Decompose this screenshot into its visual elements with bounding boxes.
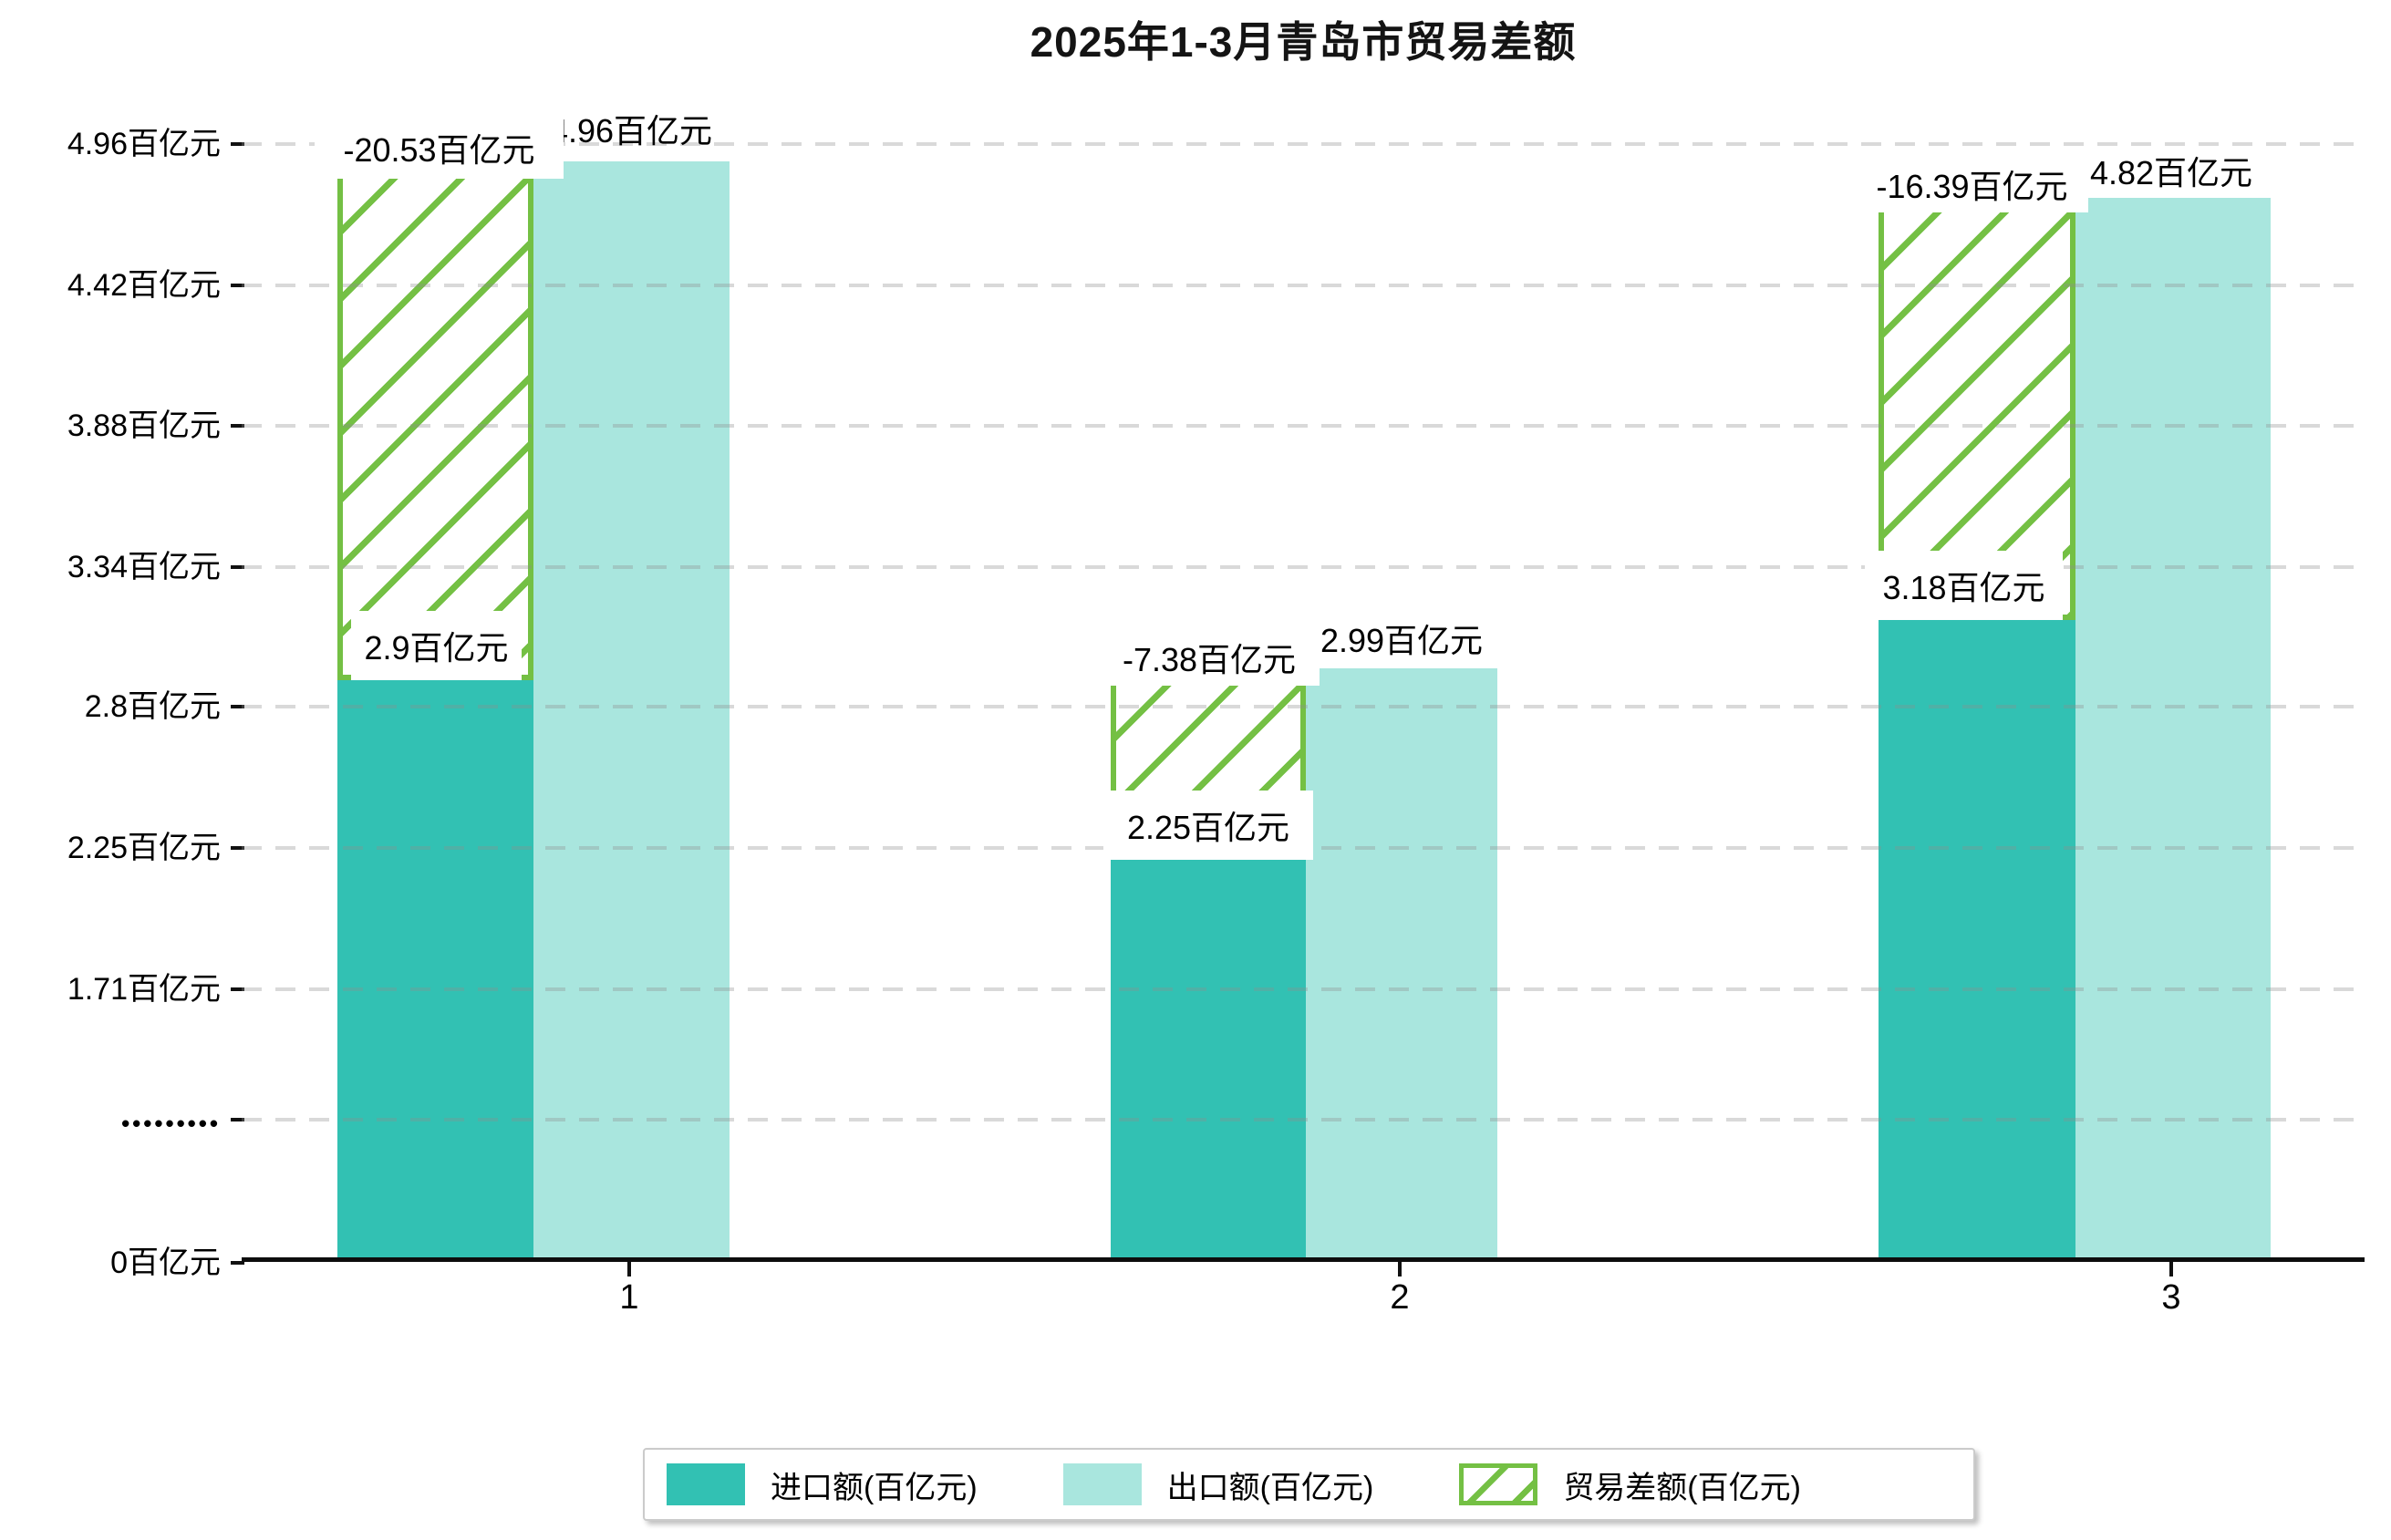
label-import-month-2: 2.25百亿元 xyxy=(1103,791,1313,860)
x-tick-mark-1 xyxy=(627,1262,631,1276)
y-tick-mark-3-34 xyxy=(231,565,244,569)
y-tick-mark-4-42 xyxy=(231,284,244,287)
bar-import-month-1 xyxy=(337,680,533,1261)
export-swatch-icon xyxy=(1062,1463,1142,1505)
y-tick-label-4-96: 4.96百亿元 xyxy=(67,127,221,161)
bar-export-month-3 xyxy=(2075,198,2271,1261)
label-export-month-1: 4.96百亿元 xyxy=(549,112,713,150)
y-tick-label-2-8: 2.8百亿元 xyxy=(84,689,221,724)
gridline-1-71 xyxy=(242,987,2365,991)
x-axis-line xyxy=(242,1257,2365,1262)
gridline-2-8 xyxy=(242,705,2365,708)
gridline-3-88 xyxy=(242,424,2365,428)
label-import-month-3: 3.18百亿元 xyxy=(1865,551,2063,620)
y-tick-label-0: 0百亿元 xyxy=(110,1245,221,1280)
gridline-4-96 xyxy=(242,142,2365,146)
legend-item-export: 出口额(百亿元) xyxy=(1062,1462,1374,1507)
y-tick-label-4-42: 4.42百亿元 xyxy=(67,268,221,303)
legend-label-trade-balance: 贸易差额(百亿元) xyxy=(1563,1470,1801,1505)
label-import-month-1: 2.9百亿元 xyxy=(351,611,522,680)
legend-label-import: 进口额(百亿元) xyxy=(771,1470,978,1505)
gridline-3-34 xyxy=(242,565,2365,569)
bar-import-month-3 xyxy=(1879,620,2075,1261)
gridline-4-42 xyxy=(242,284,2365,287)
bar-trade-balance-month-3 xyxy=(1879,198,2075,620)
y-tick-mark-3-88 xyxy=(231,424,244,428)
bar-import-month-2 xyxy=(1111,860,1306,1261)
label-trade-balance-month-1: -20.53百亿元 xyxy=(315,117,564,179)
import-swatch-icon xyxy=(667,1463,745,1505)
legend: 进口额(百亿元) 出口额(百亿元) 贸易差额(百亿元) xyxy=(643,1448,1975,1521)
chart-title: 2025年1-3月青岛市贸易差额 xyxy=(1030,18,1577,66)
y-tick-mark-0 xyxy=(231,1261,244,1265)
y-tick-mark-axis-break xyxy=(231,1118,244,1121)
label-export-month-3: 4.82百亿元 xyxy=(2089,154,2253,191)
y-tick-mark-4-96 xyxy=(231,142,244,146)
x-tick-label-3: 3 xyxy=(2161,1278,2181,1317)
y-tick-label-3-88: 3.88百亿元 xyxy=(67,408,221,443)
y-tick-mark-2-25 xyxy=(231,846,244,850)
legend-item-import: 进口额(百亿元) xyxy=(667,1462,978,1507)
x-tick-label-2: 2 xyxy=(1390,1278,1410,1317)
legend-label-export: 出口额(百亿元) xyxy=(1166,1470,1374,1505)
y-tick-label-axis-break-dots: ••••••••• xyxy=(121,1110,221,1137)
label-trade-balance-month-3: -16.39百亿元 xyxy=(1856,155,2088,212)
y-tick-label-1-71: 1.71百亿元 xyxy=(67,972,221,1007)
x-tick-mark-3 xyxy=(2169,1262,2173,1276)
y-tick-label-3-34: 3.34百亿元 xyxy=(67,550,221,584)
bar-trade-balance-month-1 xyxy=(337,161,533,680)
legend-item-trade-balance: 贸易差额(百亿元) xyxy=(1459,1462,1801,1507)
gridline-break xyxy=(242,1118,2365,1121)
label-trade-balance-month-2: -7.38百亿元 xyxy=(1099,629,1320,686)
y-tick-mark-1-71 xyxy=(231,987,244,991)
label-export-month-2: 2.99百亿元 xyxy=(1320,622,1484,659)
y-tick-mark-2-8 xyxy=(231,705,244,708)
bar-export-month-1 xyxy=(533,161,730,1261)
bar-export-month-2 xyxy=(1306,668,1497,1261)
trade-balance-hatched-swatch-icon xyxy=(1459,1463,1538,1505)
y-tick-label-2-25: 2.25百亿元 xyxy=(67,831,221,865)
x-tick-mark-2 xyxy=(1398,1262,1402,1276)
x-tick-label-1: 1 xyxy=(619,1278,639,1317)
